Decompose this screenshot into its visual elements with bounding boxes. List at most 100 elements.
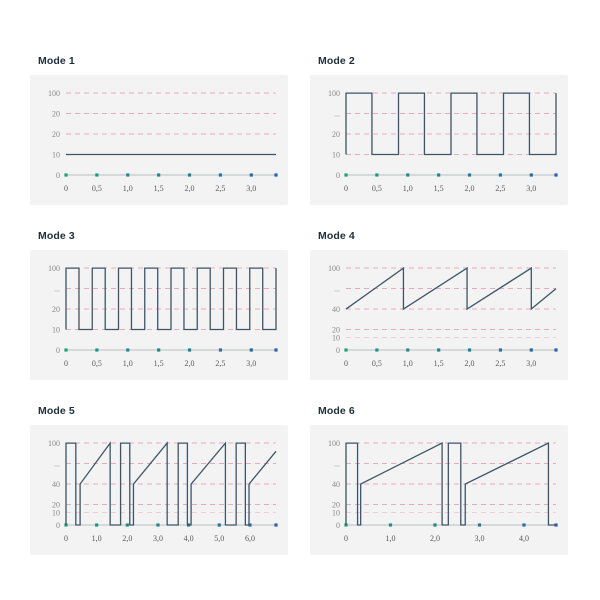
axis-marker-dot [274,173,278,177]
y-tick-label: 0 [56,521,60,530]
x-tick-label: 3,0 [153,534,163,543]
axis-marker-dot [406,173,410,177]
x-tick-label: 1,0 [123,184,133,193]
x-tick-label: 3,0 [526,359,536,368]
y-tick-label: 40 [332,305,340,314]
chart-card-2: 100... 20 10 0 0 0,5 1,0 1,5 2,0 2,5 3,0 [310,75,568,205]
x-tick-label: 0,5 [372,359,382,368]
axis-marker-dot [437,173,441,177]
y-tick-label: ... [334,460,340,469]
axis-marker-dot [218,173,223,177]
y-tick-label: 20 [52,305,60,314]
x-tick-label: 1,5 [154,184,164,193]
y-tick-label: 0 [56,171,60,180]
y-tick-label: 100 [328,89,340,98]
chart-panel-1: Mode 1 100 20 20 10 0 0 0,5 1,0 1,5 2,0 2,5 3,0 [30,55,300,230]
axis-marker-dot [433,523,437,527]
charts-grid: Mode 1 100 20 20 10 0 0 0,5 1,0 1,5 2,0 2,5 3,0 Mode … [30,55,570,580]
y-tick-label: 0 [336,346,340,355]
x-tick-label: 1,0 [92,534,102,543]
x-tick-label: 4,0 [184,534,194,543]
chart-panel-3: Mode 3 100... 20 10 0 0 0,5 1,0 1,5 2,0 2,5 3,0 [30,230,300,405]
x-tick-labels-2: 0 0,5 1,0 1,5 2,0 2,5 3,0 [344,184,536,193]
chart-title-2: Mode 2 [318,55,355,67]
chart-title-6: Mode 6 [318,405,355,417]
axis-marker-dot [187,348,192,352]
x-tick-label: 0,5 [372,184,382,193]
chart-card-5: 100... 40 20 10 0 0 1,0 2,0 3,0 4,0 5,0 6,0 [30,425,288,555]
x-tick-label: 1,0 [385,534,395,543]
axis-marker-dot [156,523,160,527]
axis-marker-dot [477,523,482,527]
axis-marker-dot [467,348,472,352]
axis-marker-dot [529,348,533,352]
x-tick-label: 2,0 [465,359,475,368]
axis-marker-dot [344,173,348,177]
chart-title-4: Mode 4 [318,230,355,242]
y-tick-label: 20 [332,326,340,335]
x-tick-label: 0,5 [92,359,102,368]
x-tick-label: 2,0 [122,534,132,543]
axis-marker-dot [218,348,223,352]
series-line-pulse-plus-ramp [65,441,277,526]
x-tick-label: 1,5 [434,184,444,193]
gridlines-1 [66,92,276,155]
axis-marker-dot [522,523,526,527]
x-tick-label: 3,0 [526,184,536,193]
chart-title-1: Mode 1 [38,55,75,67]
axis-marker-dot [187,173,192,177]
x-tick-label: 3,0 [246,359,256,368]
y-tick-label: ... [334,110,340,119]
axis-marker-dot [274,348,278,352]
x-tick-label: 1,0 [403,359,413,368]
x-tick-label: 2,0 [465,184,475,193]
series-line-pulse-plus-long-ramp [345,442,556,526]
chart-card-3: 100... 20 10 0 0 0,5 1,0 1,5 2,0 2,5 3,0 [30,250,288,380]
x-tick-label: 0 [344,184,348,193]
y-tick-label: 100 [328,439,340,448]
axis-marker-dot [375,173,379,177]
chart-title-3: Mode 3 [38,230,75,242]
chart-panel-5: Mode 5 100... 40 20 10 0 0 1,0 2,0 3,0 4,0 5,0 6,0 [30,405,300,580]
chart-card-4: 100... 40 20 10 0 0 0,5 1,0 1,5 2,0 2,5 3,0 [310,250,568,380]
chart-card-1: 100 20 20 10 0 0 0,5 1,0 1,5 2,0 2,5 3,0 [30,75,288,205]
gridlines-4 [346,267,556,339]
y-tick-label: 100 [48,89,60,98]
y-tick-label: 20 [332,130,340,139]
x-tick-label: 6,0 [245,534,255,543]
axis-marker-dot [157,173,161,177]
chart-title-5: Mode 5 [38,405,75,417]
gridlines-6 [346,442,556,514]
y-tick-label: ... [54,285,60,294]
axis-marker-dot [344,348,348,352]
y-tick-label: 10 [52,509,60,518]
x-tick-label: 1,5 [434,359,444,368]
axis-marker-dots-2 [344,173,558,177]
y-tick-label: 20 [52,501,60,510]
y-tick-label: 10 [332,334,340,343]
axis-marker-dot [498,348,503,352]
axis-marker-dot [388,523,393,527]
chart-panel-2: Mode 2 100... 20 10 0 0 0,5 1,0 1,5 2,0 2,5 3,0 [310,55,580,230]
series-line-square-wave-fast [65,267,277,331]
x-tick-label: 0,5 [92,184,102,193]
y-tick-label: 40 [332,480,340,489]
series-line-sawtooth-ramp [345,266,557,311]
axis-marker-dot [64,173,68,177]
axis-marker-dot [467,173,472,177]
y-tick-label: 20 [332,501,340,510]
x-tick-label: 0 [64,359,68,368]
axis-marker-dots-1 [64,173,278,177]
y-tick-label: 20 [52,130,60,139]
x-tick-label: 2,5 [215,184,225,193]
